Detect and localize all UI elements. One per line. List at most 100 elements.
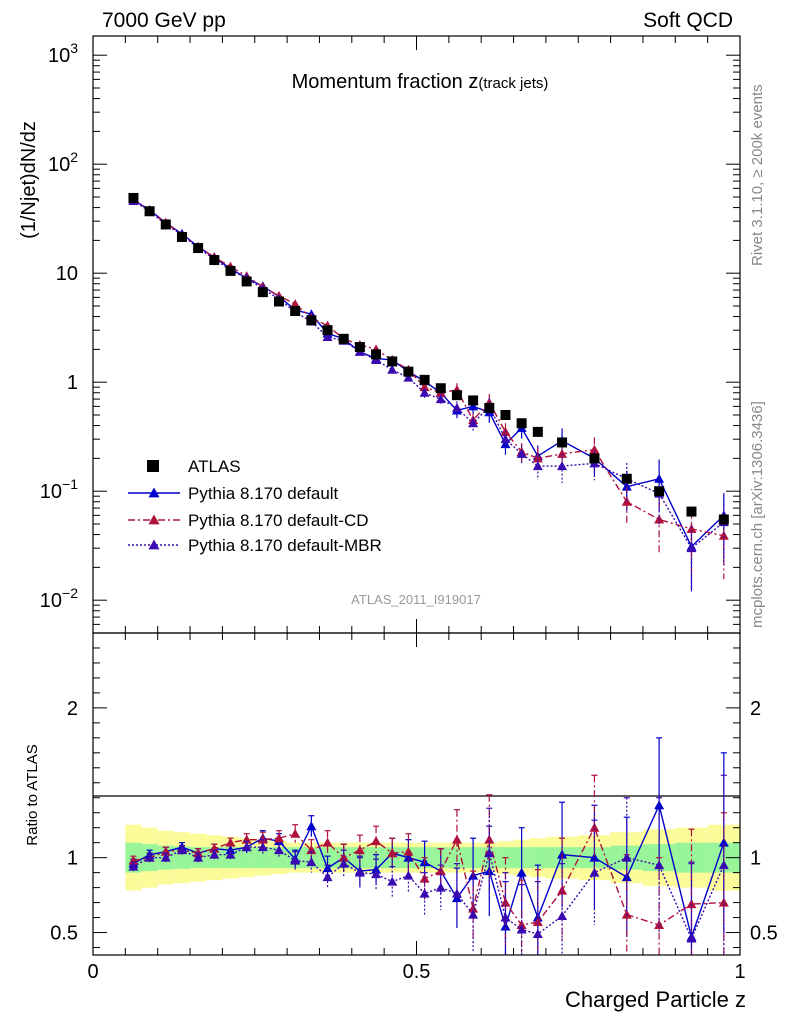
atlas-point	[338, 333, 349, 344]
legend-marker	[148, 539, 160, 550]
atlas-point	[484, 402, 495, 413]
ratio-point	[500, 912, 511, 922]
ratio-point	[306, 821, 317, 831]
ratio-ytick-label-right: 1	[750, 848, 761, 870]
ratio-point	[225, 837, 236, 847]
ratio-point	[306, 857, 317, 867]
atlas-point	[419, 374, 430, 385]
series-point	[322, 331, 333, 341]
xaxis-label: Charged Particle z	[565, 987, 746, 1012]
ratio-ytick-label: 0.5	[50, 923, 78, 945]
atlas-point	[225, 265, 236, 276]
ratio-point	[589, 867, 600, 877]
ratio-point	[403, 846, 414, 856]
main-ytick-base: 10	[48, 154, 70, 176]
ratio-point	[290, 855, 301, 865]
ratio-point	[274, 833, 285, 843]
main-title-text: Momentum fraction z	[292, 71, 479, 93]
main-ytick-base: 10	[48, 45, 70, 67]
main-ytick-base: 1	[67, 372, 78, 394]
series-point	[435, 394, 446, 404]
legend-label: Pythia 8.170 default	[188, 484, 339, 503]
ratio-point	[516, 867, 527, 877]
legend-marker	[148, 487, 160, 498]
ratio-point	[557, 885, 568, 895]
ratio-ytick-label-right: 2	[750, 698, 761, 720]
legend-label: Pythia 8.170 default-CD	[188, 511, 369, 530]
series-point	[686, 523, 697, 533]
atlas-point	[144, 206, 155, 217]
series-point	[686, 543, 697, 553]
ratio-point	[468, 909, 479, 919]
ratio-point	[589, 822, 600, 832]
ratio-point	[621, 852, 632, 862]
series-point	[419, 382, 430, 392]
ratio-point	[322, 863, 333, 873]
main-ytick-label: 1	[67, 372, 78, 394]
series-point	[516, 448, 527, 458]
ratio-point	[160, 852, 171, 862]
ratio-point	[338, 852, 349, 862]
ratio-ytick-label: 1	[67, 848, 78, 870]
atlas-point	[516, 418, 527, 429]
series-point	[403, 372, 414, 382]
ratio-point	[419, 888, 430, 898]
ratio-frame	[92, 632, 741, 956]
legend-marker-atlas	[147, 460, 159, 472]
ratio-point	[144, 852, 155, 862]
series-point	[654, 473, 665, 483]
atlas-point	[500, 410, 511, 421]
legend-label: Pythia 8.170 default-MBR	[188, 536, 382, 555]
ratio-point	[557, 911, 568, 921]
series-point	[621, 496, 632, 506]
ratio-point	[176, 845, 187, 855]
atlas-point	[306, 315, 317, 326]
ratio-point	[290, 828, 301, 838]
mcplots-label: mcplots.cern.ch [arXiv:1306.3436]	[749, 401, 766, 628]
atlas-point	[160, 219, 171, 230]
uncertainty-band-inner	[238, 847, 255, 869]
ratio-point	[516, 924, 527, 934]
series-point	[500, 434, 511, 444]
atlas-point	[322, 325, 333, 336]
main-ytick-label: 102	[48, 149, 78, 176]
ratio-point	[354, 867, 365, 877]
atlas-point	[354, 342, 365, 353]
ratio-xtick-label: 0.5	[403, 961, 431, 983]
series-point	[387, 364, 398, 374]
ratio-point	[718, 837, 729, 847]
main-ytick-base: 10	[40, 590, 62, 612]
ratio-point	[322, 837, 333, 847]
atlas-point	[371, 349, 382, 360]
ratio-point	[354, 845, 365, 855]
process-label: Soft QCD	[643, 9, 733, 32]
ratio-point	[654, 800, 665, 810]
ratio-xtick-label: 0	[87, 961, 98, 983]
atlas-point	[451, 390, 462, 401]
series-point	[468, 401, 479, 411]
main-ytick-label: 10	[56, 263, 78, 285]
ratio-point	[322, 872, 333, 882]
main-ytick-base: 10	[40, 481, 62, 503]
main-ytick-label: 103	[48, 40, 78, 67]
series-1	[128, 194, 729, 591]
ratio-point	[257, 842, 268, 852]
atlas-point	[589, 453, 600, 464]
ratio-ylabel: Ratio to ATLAS	[24, 744, 41, 845]
ratio-point	[371, 869, 382, 879]
ratio-panel: 0.5 0.51 12 20 0.5 1 Ratio to ATLAS Charged P…	[24, 632, 778, 1012]
rivet-label: Rivet 3.1.10, ≥ 200k events	[749, 84, 766, 266]
main-ytick-exp: 2	[70, 149, 78, 165]
atlas-point	[290, 305, 301, 316]
series-point	[371, 354, 382, 364]
ratio-point	[686, 933, 697, 943]
atlas-point	[532, 426, 543, 437]
ratio-point	[193, 852, 204, 862]
atlas-point	[209, 255, 220, 266]
ratio-point	[387, 876, 398, 886]
series-point	[419, 387, 430, 397]
series-point	[532, 461, 543, 471]
ratio-point	[451, 888, 462, 898]
